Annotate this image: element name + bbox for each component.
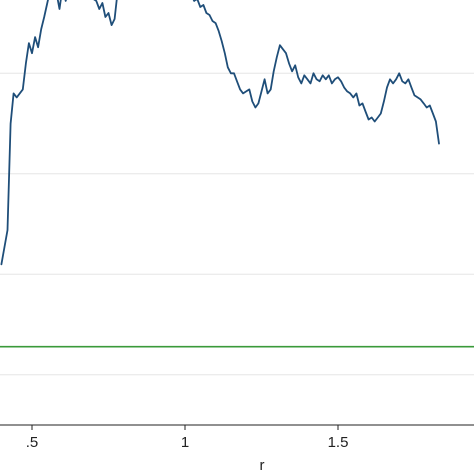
- x-axis-title: r: [260, 457, 265, 474]
- gridlines: [0, 72, 474, 376]
- x-tick-label-2: 1.5: [328, 434, 349, 451]
- x-tick-label-1: 1: [181, 434, 189, 451]
- x-axis: .5 1 1.5: [0, 424, 474, 451]
- series-group: [0, 0, 440, 266]
- series-line-0: [0, 0, 440, 266]
- x-tick-label-0: .5: [26, 434, 39, 451]
